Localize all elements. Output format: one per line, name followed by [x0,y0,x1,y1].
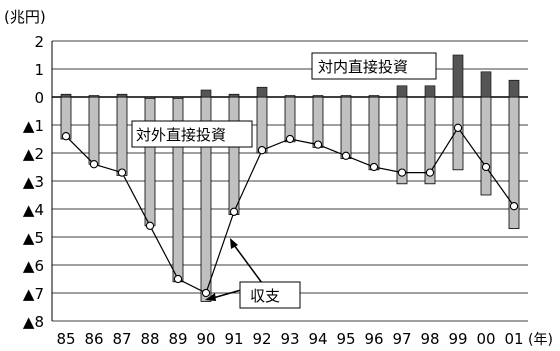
y-tick-label: ▲5 [23,229,44,247]
bar-inward-92 [256,86,268,98]
y-tick-label: ▲8 [23,313,44,331]
x-tick-label: 91 [224,330,243,348]
balance-point-85 [61,132,71,141]
bar-outward-86 [88,96,100,165]
x-tick-label: 00 [476,330,495,348]
x-tick-label: 86 [84,330,103,348]
balance-point-91 [229,207,239,216]
annotation-inward-label: 対内直接投資 [318,58,408,76]
bar-inward-90 [200,89,212,98]
bar-outward-96 [368,96,380,171]
bar-inward-97 [396,85,408,98]
balance-point-89 [173,274,183,284]
annotation-inward: 対内直接投資 [311,52,437,80]
annotation-outward-label: 対外直接投資 [136,126,226,144]
y-tick-label: ▲4 [23,201,44,219]
balance-polyline [65,126,515,294]
x-axis-suffix: (年) [528,332,553,348]
balance-point-93 [285,134,295,144]
x-tick-label: 94 [308,330,327,348]
bar-inward-98 [424,85,436,98]
x-tick-label: 01 [504,330,523,348]
balance-point-90 [201,288,211,298]
bar-inward-96 [368,95,380,98]
bar-inward-94 [312,95,324,98]
balance-point-98 [425,168,435,177]
balance-point-01 [509,202,519,211]
bar-inward-00 [480,71,492,98]
x-tick-label: 90 [196,330,215,348]
bar-inward-95 [340,95,352,98]
outward-fdi-bars [60,96,520,302]
x-tick-label: 99 [448,330,467,348]
balance-point-95 [341,151,351,160]
bar-inward-89 [172,96,184,99]
x-tick-label: 89 [168,330,187,348]
y-tick-label: ▲1 [23,117,44,135]
annotation-outward: 対外直接投資 [131,120,253,148]
y-tick-label: 2 [34,33,44,51]
x-tick-label: 96 [364,330,383,348]
balance-point-94 [313,140,323,149]
balance-point-00 [481,162,491,172]
bar-outward-95 [340,96,352,159]
x-tick-label: 85 [56,330,75,348]
balance-point-92 [257,146,267,155]
annotation-balance-label: 収支 [250,287,280,305]
balance-point-87 [117,168,127,177]
y-tick-label: 1 [34,61,44,79]
bar-inward-01 [508,79,520,98]
y-tick-labels: 2 1 0 ▲1 ▲2 ▲3 ▲4 ▲5 ▲6 ▲7 ▲8 [23,33,44,331]
balance-point-88 [145,221,155,230]
bar-outward-94 [312,96,324,148]
balance-point-96 [369,162,379,172]
y-tick-label: ▲6 [23,257,44,275]
balance-line [61,123,519,298]
x-tick-label: 98 [420,330,439,348]
bar-outward-92 [256,96,268,154]
bar-outward-00 [480,96,492,196]
x-tick-label: 95 [336,330,355,348]
bar-inward-91 [228,93,240,98]
inward-fdi-bars [60,54,520,99]
bar-inward-86 [88,95,100,98]
x-tick-label: 97 [392,330,411,348]
balance-point-86 [89,160,99,169]
bar-outward-91 [228,96,240,215]
x-tick-label: 93 [280,330,299,348]
x-tick-label: 92 [252,330,271,348]
x-tick-labels: 85 86 87 88 89 90 91 92 93 94 95 96 97 98 99 00 01 [56,330,523,348]
balance-point-99 [453,123,463,132]
bar-inward-87 [116,93,128,98]
x-tick-label: 87 [112,330,131,348]
unit-label: (兆円) [4,8,46,26]
y-tick-label: ▲2 [23,145,44,163]
bar-inward-99 [452,54,464,98]
annotation-balance: 収支 [205,238,301,309]
bar-inward-93 [284,95,296,98]
y-tick-label: ▲7 [23,285,44,303]
y-tick-label: ▲3 [23,173,44,191]
bar-inward-88 [144,96,156,99]
balance-point-97 [397,168,407,177]
bar-inward-85 [60,93,72,98]
y-tick-label: 0 [34,89,44,107]
bar-outward-88 [144,96,156,227]
x-tick-label: 88 [140,330,159,348]
bar-outward-87 [116,96,128,176]
